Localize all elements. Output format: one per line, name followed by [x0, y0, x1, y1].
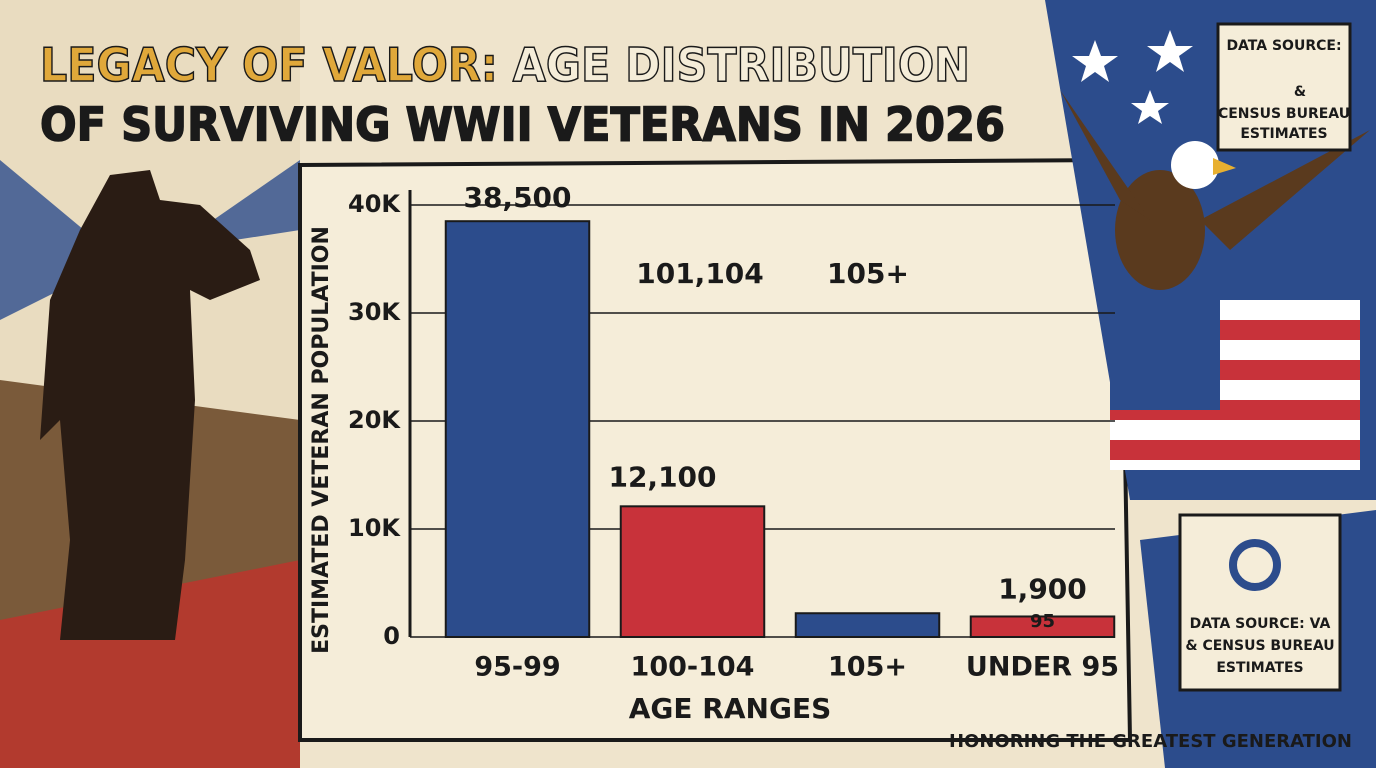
x-tick-label: 105+: [828, 652, 907, 683]
source-text: DATA SOURCE: VA: [1190, 616, 1331, 632]
annotation: 101,104: [636, 257, 764, 290]
value-label: 12,100: [608, 460, 716, 493]
source-text: CENSUS BUREAU: [1218, 106, 1350, 122]
bar: [619, 505, 766, 638]
y-tick-label: 10K: [348, 514, 401, 542]
plot: 0 10K 20K 30K 40K 95-99 38,500 100-104 12,100 105…: [348, 181, 1119, 682]
x-axis-title: AGE RANGES: [629, 692, 831, 725]
right-panel: [1045, 0, 1376, 768]
bar: [794, 612, 941, 638]
annotation: 105+: [827, 257, 909, 290]
source-text: & CENSUS BUREAU: [1185, 638, 1334, 654]
chart-title: OF SURVIVING WWII VETERANS IN 2026: [40, 98, 1005, 152]
source-text: DATA SOURCE:: [1226, 38, 1341, 54]
value-label: 1,900: [998, 572, 1087, 605]
bar: [969, 615, 1116, 638]
x-tick-label: 95-99: [474, 652, 560, 683]
x-tick-label: 100-104: [631, 652, 755, 683]
annotation: 95: [1030, 611, 1055, 632]
y-axis-title: ESTIMATED VETERAN POPULATION: [309, 226, 334, 654]
source-text: &: [1294, 84, 1306, 100]
value-label: 38,500: [463, 181, 571, 214]
x-tick-label: UNDER 95: [966, 652, 1119, 683]
y-tick-label: 40K: [348, 190, 401, 218]
y-tick-label: 0: [383, 622, 400, 650]
y-tick-label: 20K: [348, 406, 401, 434]
title-line: AGE DISTRIBUTION: [513, 38, 970, 92]
source-text: ESTIMATES: [1216, 660, 1303, 676]
y-tick-label: 30K: [348, 298, 401, 326]
source-bottom: DATA SOURCE: VA & CENSUS BUREAU ESTIMATE…: [1185, 616, 1334, 676]
title-lead: LEGACY OF VALOR:: [40, 38, 498, 92]
bar: [444, 220, 591, 638]
source-text: ESTIMATES: [1240, 126, 1327, 142]
left-panel: [0, 0, 300, 768]
footer: HONORING THE GREATEST GENERATION: [949, 731, 1352, 752]
chart-title: LEGACY OF VALOR: AGE DISTRIBUTION: [40, 38, 970, 92]
source-top: DATA SOURCE: & CENSUS BUREAU ESTIMATES: [1218, 38, 1350, 142]
